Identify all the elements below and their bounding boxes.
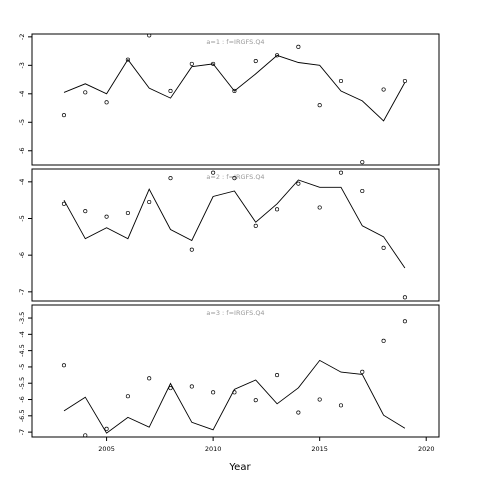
data-point bbox=[317, 103, 322, 108]
data-point bbox=[211, 61, 216, 66]
data-point bbox=[211, 170, 216, 175]
panel-1: a=1 : f=IRGFS.Q4 -2 -3 -4 -5 -6 bbox=[18, 33, 440, 166]
data-point bbox=[338, 78, 344, 84]
y-tick-label: -5 bbox=[18, 364, 26, 370]
data-point bbox=[232, 390, 237, 395]
panel-3-frame bbox=[31, 304, 440, 438]
y-tick-label: -4 bbox=[18, 179, 26, 185]
data-point bbox=[125, 210, 130, 216]
data-point bbox=[232, 176, 237, 181]
data-point bbox=[296, 410, 301, 415]
data-point bbox=[296, 181, 301, 186]
data-point bbox=[83, 90, 88, 95]
data-point bbox=[253, 223, 258, 228]
data-point bbox=[61, 363, 67, 368]
series-line-panel-1 bbox=[63, 54, 406, 122]
data-point bbox=[360, 160, 365, 165]
data-point bbox=[338, 403, 344, 408]
panel-3-data bbox=[61, 319, 407, 437]
y-tick-label: -4.5 bbox=[18, 344, 26, 357]
data-point bbox=[189, 247, 194, 252]
series-line-panel-3 bbox=[63, 359, 406, 434]
data-point bbox=[104, 426, 109, 431]
panel-1-data bbox=[61, 34, 407, 165]
data-point bbox=[147, 34, 152, 38]
y-tick-label: -6 bbox=[18, 252, 26, 258]
data-point bbox=[296, 44, 301, 49]
y-tick-label: -2 bbox=[18, 34, 26, 40]
data-point bbox=[253, 59, 258, 64]
y-tick-label: -6.5 bbox=[18, 409, 26, 422]
data-point bbox=[189, 384, 194, 389]
panel-2-data bbox=[61, 170, 407, 300]
data-point bbox=[338, 170, 344, 175]
data-point bbox=[189, 61, 194, 66]
data-point bbox=[147, 199, 152, 205]
panel-2: a=2 : f=IRGFS.Q4-4-5-6-7 bbox=[18, 168, 440, 302]
y-tick-label: -4 bbox=[18, 331, 26, 337]
y-tick-label: -5 bbox=[18, 215, 26, 221]
data-point bbox=[381, 87, 386, 92]
x-axis: 2005 2010 2015 2020 bbox=[98, 437, 434, 453]
data-point bbox=[125, 57, 130, 62]
data-point bbox=[402, 78, 407, 84]
data-point bbox=[147, 376, 152, 381]
x-axis-title: Year bbox=[228, 462, 251, 473]
data-point bbox=[360, 369, 365, 374]
data-point bbox=[83, 209, 88, 214]
data-point bbox=[211, 390, 216, 395]
data-point bbox=[275, 373, 280, 378]
data-point bbox=[253, 398, 258, 403]
panel-3-label: a=3 : f=IRGFS.Q4 bbox=[206, 309, 264, 317]
data-point bbox=[104, 214, 109, 219]
x-tick-label: 2010 bbox=[205, 445, 222, 453]
data-point bbox=[317, 397, 322, 402]
data-point bbox=[402, 319, 407, 324]
x-tick-label: 2015 bbox=[311, 445, 328, 453]
series-line-panel-2 bbox=[63, 179, 406, 269]
data-point bbox=[381, 338, 386, 343]
data-point bbox=[360, 188, 365, 194]
panel-3: a=3 : f=IRGFS.Q4 -3.5 -4 -4.5 -5 -5.5 -6 -6.5 -7 bbox=[18, 304, 440, 438]
data-point bbox=[168, 386, 173, 391]
data-point bbox=[402, 295, 407, 300]
panels-layer: a=1 : f=IRGFS.Q4-2-3-4-5-6a=2 : f=IRGFS.… bbox=[18, 33, 440, 438]
data-point bbox=[232, 88, 237, 94]
y-tick-label: -6 bbox=[18, 148, 26, 154]
y-tick-label: -4 bbox=[18, 91, 26, 97]
data-point bbox=[168, 176, 173, 181]
data-point bbox=[104, 100, 109, 105]
y-tick-label: -5.5 bbox=[18, 377, 26, 390]
y-tick-label: -3.5 bbox=[18, 312, 26, 325]
y-tick-label: -7 bbox=[18, 289, 26, 295]
panel-2-frame bbox=[31, 168, 440, 302]
y-tick-label: -7 bbox=[18, 429, 26, 435]
x-tick-label: 2005 bbox=[98, 445, 115, 453]
data-point bbox=[275, 53, 280, 58]
y-tick-label: -6 bbox=[18, 396, 26, 402]
x-tick-label: 2020 bbox=[418, 445, 435, 453]
data-point bbox=[61, 113, 67, 118]
panel-1-frame bbox=[31, 33, 440, 166]
data-point bbox=[317, 205, 322, 210]
data-point bbox=[381, 245, 386, 250]
data-point bbox=[275, 207, 280, 212]
data-point bbox=[83, 433, 88, 437]
data-point bbox=[125, 394, 130, 399]
y-tick-label: -5 bbox=[18, 119, 26, 125]
data-point bbox=[61, 201, 67, 206]
y-tick-label: -3 bbox=[18, 62, 26, 68]
panel-1-label: a=1 : f=IRGFS.Q4 bbox=[206, 38, 264, 46]
data-point bbox=[168, 88, 173, 94]
